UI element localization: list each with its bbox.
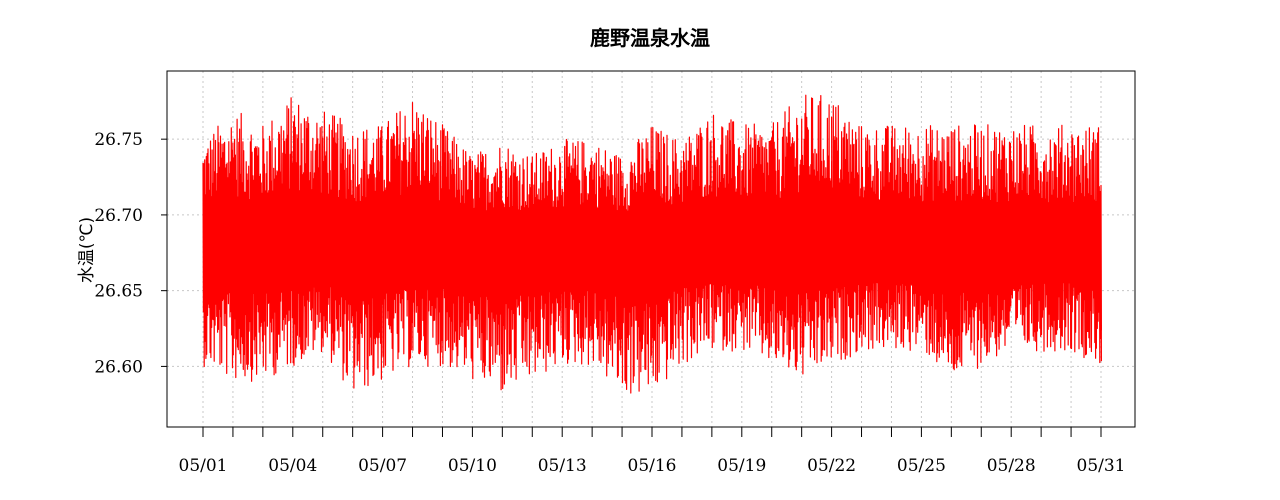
series-water-temperature — [202, 94, 1102, 394]
x-tick-label: 05/31 — [1077, 456, 1126, 476]
x-tick-label: 05/10 — [448, 456, 497, 476]
y-tick-label: 26.60 — [94, 357, 143, 377]
x-tick-label: 05/25 — [897, 456, 946, 476]
x-tick-label: 05/04 — [268, 456, 317, 476]
y-axis: 26.60 26.65 26.70 26.75 — [94, 130, 167, 377]
series-line-water-temperature — [202, 94, 1102, 394]
x-tick-label: 05/13 — [538, 456, 587, 476]
y-tick-label: 26.65 — [94, 282, 143, 302]
y-axis-label: 水温(℃) — [77, 217, 97, 283]
chart-title: 鹿野温泉水温 — [590, 26, 710, 50]
x-tick-label: 05/01 — [179, 456, 228, 476]
y-tick-label: 26.70 — [94, 206, 143, 226]
x-tick-label: 05/22 — [807, 456, 856, 476]
x-tick-label: 05/07 — [358, 456, 407, 476]
x-axis: 05/01 05/04 05/07 05/10 05/13 05/16 05/19 05/22… — [179, 427, 1126, 476]
x-tick-label: 05/19 — [717, 456, 766, 476]
plot-frame — [166, 70, 1136, 428]
x-tick-label: 05/28 — [987, 456, 1036, 476]
x-tick-label: 05/16 — [628, 456, 677, 476]
y-tick-label: 26.75 — [94, 130, 143, 150]
